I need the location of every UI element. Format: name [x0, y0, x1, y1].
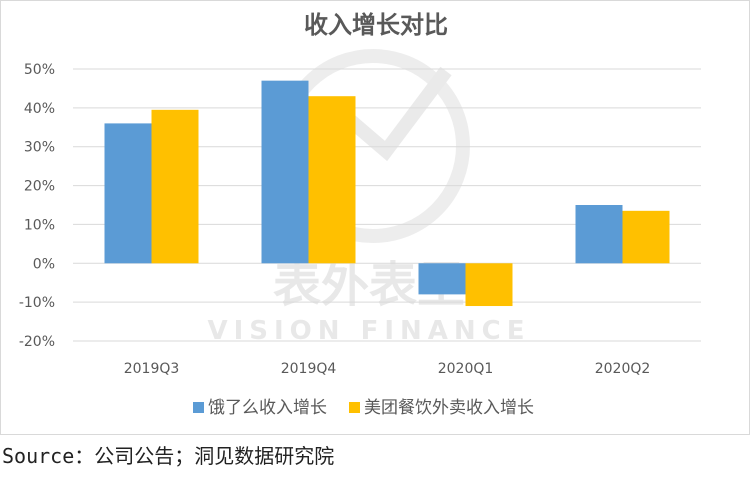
x-tick-label: 2020Q2	[595, 361, 651, 377]
y-tick-label: 30%	[24, 140, 55, 156]
legend-label: 美团餐饮外卖收入增长	[364, 398, 534, 418]
legend-label: 饿了么收入增长	[208, 398, 327, 418]
bar-meituan-2020Q2	[622, 210, 670, 264]
legend-swatch	[349, 402, 360, 413]
bar-eleme-2020Q2	[575, 205, 623, 264]
y-tick-label: 10%	[24, 217, 55, 233]
chart-frame: 表外表里 VISION FINANCE 收入增长对比 50% 40% 30% 20% 1…	[0, 0, 750, 435]
x-tick-label: 2019Q4	[281, 361, 337, 377]
bar-meituan-2019Q4	[308, 96, 356, 264]
y-tick-label: 50%	[24, 62, 55, 78]
chart-title: 收入增长对比	[304, 11, 448, 39]
legend-swatch	[193, 402, 204, 413]
bar-meituan-2020Q1	[465, 263, 513, 307]
x-tick-label: 2020Q1	[438, 361, 494, 377]
y-tick-label: -20%	[19, 334, 55, 350]
bar-eleme-2019Q3	[104, 123, 152, 264]
y-tick-label: 0%	[33, 256, 55, 272]
y-axis-ticks: 50% 40% 30% 20% 10% 0% -10% -20%	[19, 62, 55, 350]
x-axis-ticks: 2019Q3 2019Q4 2020Q1 2020Q2	[124, 361, 651, 377]
bar-meituan-2019Q3	[151, 109, 199, 264]
bars	[104, 80, 670, 307]
legend: 饿了么收入增长 美团餐饮外卖收入增长	[193, 398, 534, 418]
y-tick-label: 20%	[24, 179, 55, 195]
bar-eleme-2019Q4	[261, 80, 309, 264]
x-tick-label: 2019Q3	[124, 361, 180, 377]
bar-eleme-2020Q1	[418, 263, 466, 295]
bar-chart: 表外表里 VISION FINANCE 收入增长对比 50%40%30%20%1…	[19, 11, 701, 418]
y-tick-label: -10%	[19, 295, 55, 311]
source-note: Source：公司公告；洞见数据研究院	[2, 444, 335, 468]
y-tick-label: 40%	[24, 101, 55, 117]
